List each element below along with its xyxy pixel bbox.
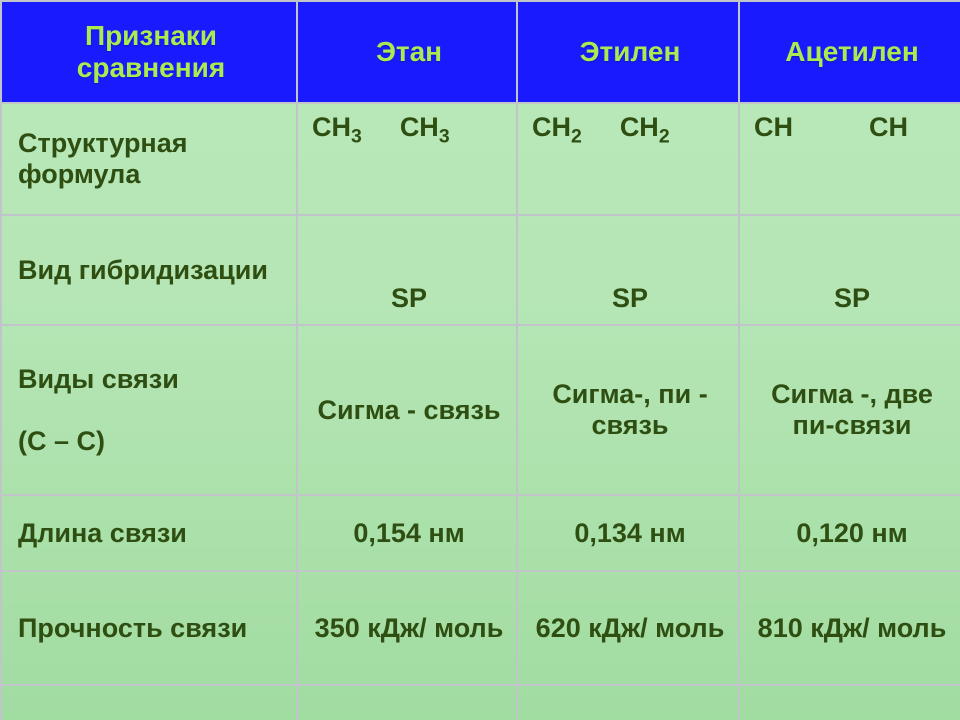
row-geometry: Строение тетраэдри ческое плоское линейн… [1,685,960,720]
geom-ethylene: плоское [517,685,739,720]
str-ethylene: 620 кДж/ моль [517,571,739,685]
len-ethylene: 0,134 нм [517,495,739,571]
label-bond-strength: Прочность связи [1,571,297,685]
geom-ethane: тетраэдри ческое [297,685,517,720]
label-bond-length: Длина связи [1,495,297,571]
label-formula: Структурная формула [1,103,297,215]
geom-acetylene: линейное [739,685,960,720]
row-hybridization: Вид гибридизации SP SP SP [1,215,960,325]
header-acetylene: Ацетилен [739,1,960,103]
bond-ethane: Сигма - связь [297,325,517,495]
row-bond-type: Виды связи (С – С) Сигма - связь Сигма-,… [1,325,960,495]
header-criteria: Признаки сравнения [1,1,297,103]
hyb-ethylene: SP [517,215,739,325]
len-ethane: 0,154 нм [297,495,517,571]
str-ethane: 350 кДж/ моль [297,571,517,685]
formula-ethane: CH3CH3 [297,103,517,215]
hyb-acetylene: SP [739,215,960,325]
row-structural-formula: Структурная формула CH3CH3 CH2CH2 CHCH [1,103,960,215]
len-acetylene: 0,120 нм [739,495,960,571]
bond-acetylene: Сигма -, две пи-связи [739,325,960,495]
formula-ethylene: CH2CH2 [517,103,739,215]
label-bond-type: Виды связи (С – С) [1,325,297,495]
formula-acetylene: CHCH [739,103,960,215]
bond-ethylene: Сигма-, пи - связь [517,325,739,495]
comparison-table: Признаки сравнения Этан Этилен Ацетилен … [0,0,960,720]
header-ethylene: Этилен [517,1,739,103]
str-acetylene: 810 кДж/ моль [739,571,960,685]
row-bond-length: Длина связи 0,154 нм 0,134 нм 0,120 нм [1,495,960,571]
header-ethane: Этан [297,1,517,103]
header-row: Признаки сравнения Этан Этилен Ацетилен [1,1,960,103]
label-hybridization: Вид гибридизации [1,215,297,325]
hyb-ethane: SP [297,215,517,325]
label-geometry: Строение [1,685,297,720]
row-bond-strength: Прочность связи 350 кДж/ моль 620 кДж/ м… [1,571,960,685]
